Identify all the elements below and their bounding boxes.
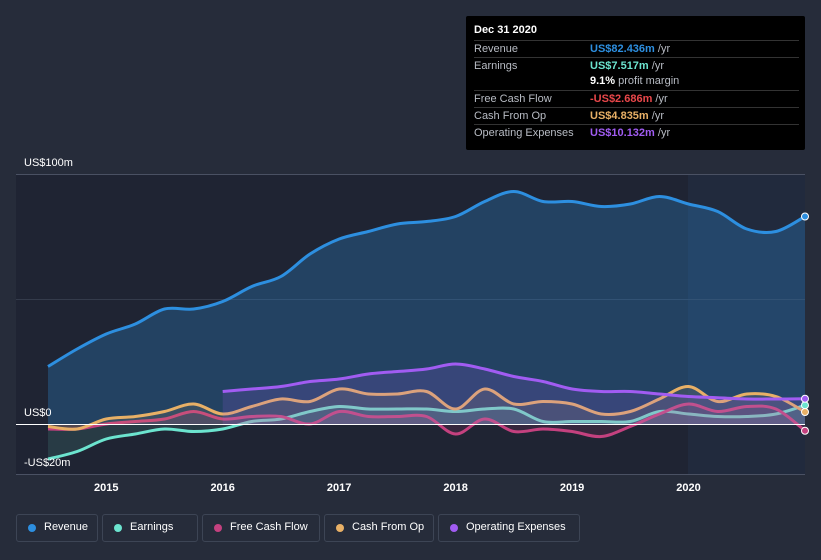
- legend-label: Earnings: [130, 521, 174, 533]
- tooltip-row-operating-expenses: Operating Expenses US$10.132m /yr: [474, 124, 799, 141]
- series-area-revenue: [48, 191, 805, 424]
- tooltip-value: 9.1% profit margin: [590, 75, 680, 87]
- y-label-top: US$100m: [24, 157, 73, 169]
- tooltip-label: Operating Expenses: [474, 127, 574, 139]
- tooltip-value: US$10.132m /yr: [590, 127, 671, 139]
- tooltip-value: US$4.835m /yr: [590, 110, 664, 122]
- series-line-free-cash-flow: [47, 402, 806, 439]
- series-endpoint-cash-from-op: [801, 408, 809, 416]
- x-tick-label: 2017: [327, 482, 351, 494]
- series-line-revenue: [47, 190, 806, 368]
- legend-item-cash-from-op[interactable]: Cash From Op: [324, 514, 434, 542]
- legend-item-earnings[interactable]: Earnings: [102, 514, 198, 542]
- y-label-zero: US$0: [24, 407, 52, 419]
- tooltip-row-earnings: Earnings US$7.517m /yr: [474, 57, 799, 74]
- tooltip-value: -US$2.686m /yr: [590, 93, 668, 105]
- legend-item-revenue[interactable]: Revenue: [16, 514, 98, 542]
- tooltip-row-cash-from-op: Cash From Op US$4.835m /yr: [474, 107, 799, 124]
- series-endpoint-revenue: [801, 212, 809, 221]
- series-endpoint-operating-expenses: [801, 394, 809, 403]
- series-line-earnings: [47, 403, 806, 461]
- legend-dot-icon: [336, 524, 344, 532]
- series-area-operating-expenses: [222, 364, 805, 424]
- tooltip-label: Free Cash Flow: [474, 93, 552, 105]
- legend-item-operating-expenses[interactable]: Operating Expenses: [438, 514, 580, 542]
- legend-dot-icon: [214, 524, 222, 532]
- tooltip-value: US$7.517m /yr: [590, 60, 664, 72]
- x-tick-label: 2015: [94, 482, 118, 494]
- series-area-free-cash-flow: [48, 403, 805, 437]
- tooltip-label: Cash From Op: [474, 110, 547, 122]
- legend-label: Revenue: [44, 521, 89, 533]
- x-tick-label: 2018: [443, 482, 467, 494]
- tooltip-row-revenue: Revenue US$82.436m /yr: [474, 40, 799, 57]
- tooltip-label: Revenue: [474, 43, 519, 55]
- tooltip-value: US$82.436m /yr: [590, 43, 671, 55]
- legend-label: Operating Expenses: [466, 521, 566, 533]
- marker-layer: [801, 212, 809, 435]
- series-line-cash-from-op: [47, 385, 806, 431]
- series-area-cash-from-op: [48, 386, 805, 430]
- x-axis-ticks: 2015 2016 2017 2018 2019 2020: [94, 482, 701, 494]
- legend-dot-icon: [450, 524, 458, 532]
- legend-item-free-cash-flow[interactable]: Free Cash Flow: [202, 514, 320, 542]
- x-tick-label: 2019: [560, 482, 584, 494]
- series-line-operating-expenses: [222, 362, 806, 401]
- tooltip-panel: Dec 31 2020 Revenue US$82.436m /yr Earni…: [466, 16, 805, 150]
- x-tick-label: 2020: [676, 482, 700, 494]
- legend-label: Free Cash Flow: [230, 521, 308, 533]
- tooltip-row-margin: 9.1% profit margin: [474, 73, 799, 89]
- series-endpoint-earnings: [801, 401, 809, 410]
- x-tick-label: 2016: [210, 482, 234, 494]
- series-layer: [47, 190, 806, 461]
- tooltip-label: Earnings: [474, 60, 518, 72]
- series-endpoint-free-cash-flow: [801, 426, 809, 435]
- legend-dot-icon: [28, 524, 36, 532]
- legend-dot-icon: [114, 524, 122, 532]
- tooltip-row-free-cash-flow: Free Cash Flow -US$2.686m /yr: [474, 90, 799, 107]
- y-label-bottom: -US$20m: [24, 457, 70, 469]
- tooltip-date: Dec 31 2020: [474, 24, 537, 36]
- legend-label: Cash From Op: [352, 521, 425, 533]
